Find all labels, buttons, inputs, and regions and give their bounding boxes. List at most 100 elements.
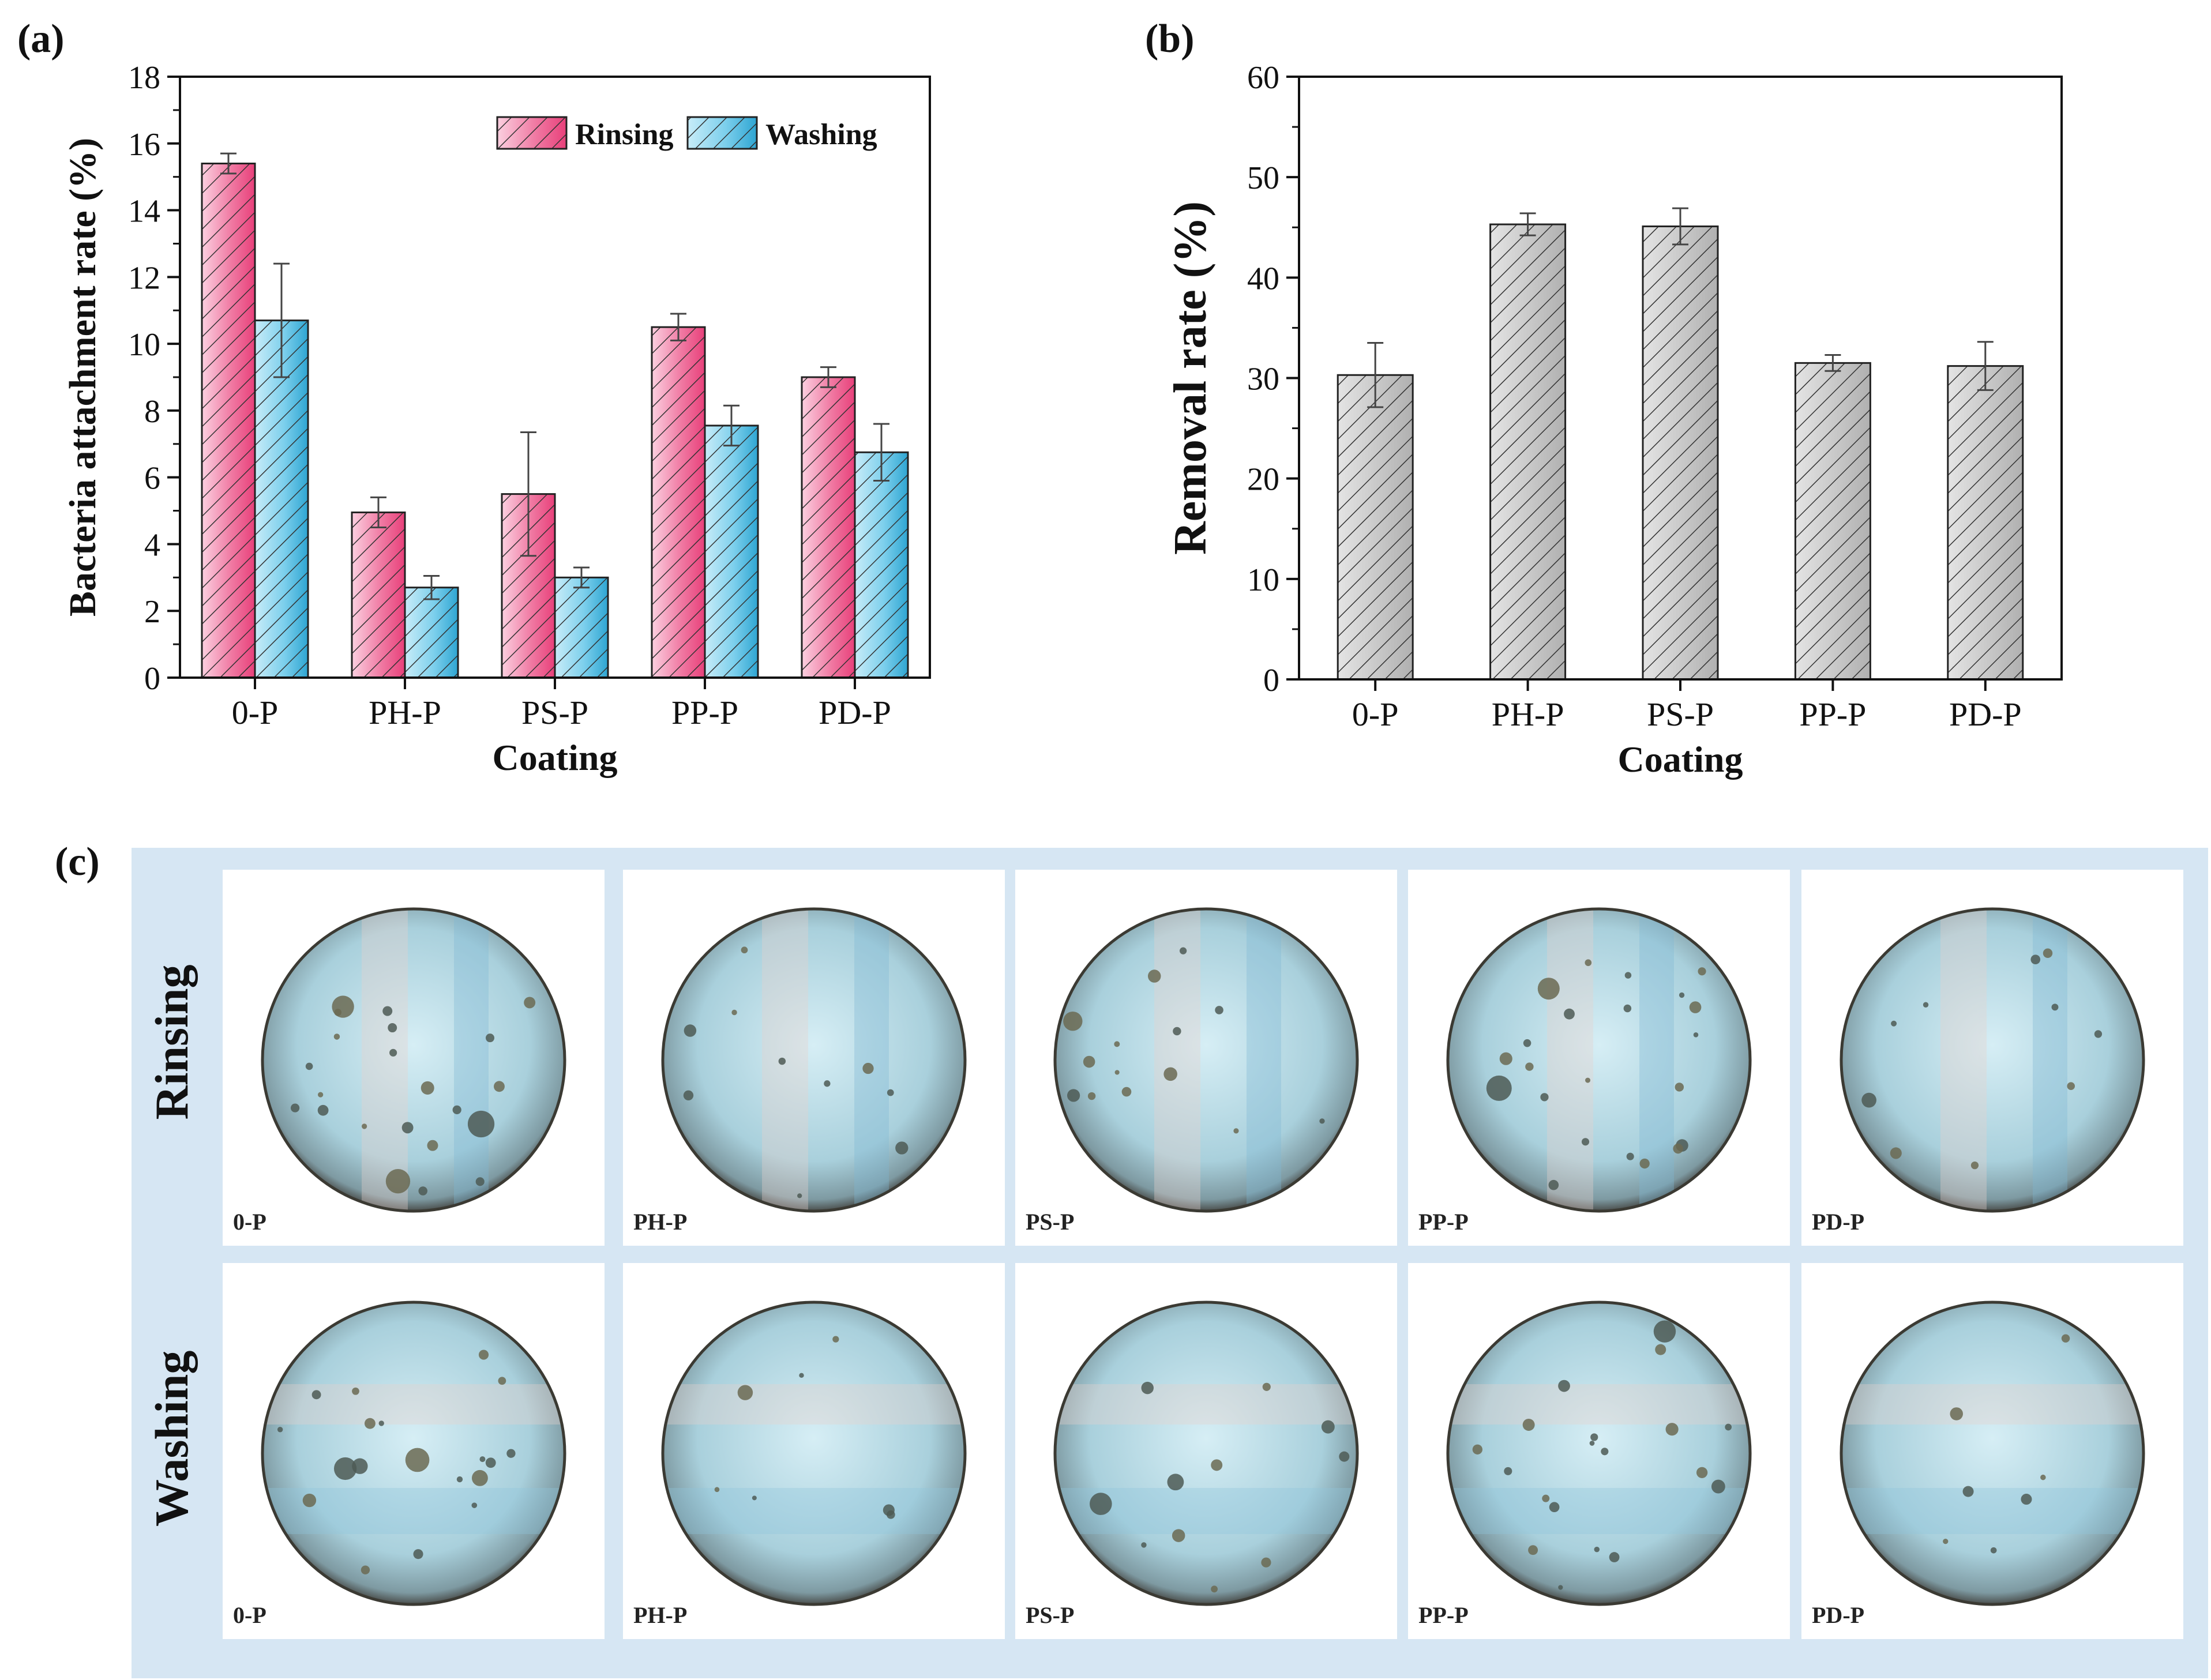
bacterial-colonies xyxy=(290,995,536,1196)
bar-a-rinsing-PD-P xyxy=(801,376,856,679)
errorbar-a-washing-PP-P xyxy=(723,404,739,447)
bacterial-colonies xyxy=(1486,959,1706,1190)
micrograph-sample-label: PS-P xyxy=(1026,1209,1075,1235)
bar-a-washing-PP-P xyxy=(704,424,759,679)
micrograph-rinsing-PS-P: PS-P xyxy=(1015,870,1397,1246)
bar-b-removal-PP-P xyxy=(1794,362,1871,681)
b-ytick-label: 0 xyxy=(1263,663,1279,698)
errorbar-a-rinsing-PP-P xyxy=(670,313,686,341)
petri-dish xyxy=(1840,907,2145,1213)
micrograph-sample-label: PD-P xyxy=(1812,1602,1865,1628)
a-ytick-label: 6 xyxy=(144,461,160,497)
micrograph-sample-label: PD-P xyxy=(1812,1209,1865,1235)
bar-b-removal-PS-P xyxy=(1642,225,1719,681)
b-ytick-label: 30 xyxy=(1247,362,1279,397)
legend-rinsing: Rinsing xyxy=(496,116,674,151)
b-ytick-label: 40 xyxy=(1247,261,1279,296)
a-xtick-label: PS-P xyxy=(521,694,588,731)
a-ytick-label: 18 xyxy=(128,60,160,96)
removal-rate-chart: 0 10 20 30 40 50 60 0-P PH-P PS-P PP-P PD-P Coating R… xyxy=(1165,60,2063,780)
micrograph-rinsing-PH-P: PH-P xyxy=(623,870,1005,1246)
a-ytick-label: 16 xyxy=(128,127,160,163)
a-xtick-label: 0-P xyxy=(232,694,279,731)
petri-dish xyxy=(661,907,967,1213)
micrograph-washing-PH-P: PH-P xyxy=(623,1263,1005,1639)
attachment-rate-chart: 0 2 4 6 8 10 12 14 16 18 0-P PH-P PS-P PP-P PD-P Coatin… xyxy=(62,60,931,778)
micrograph-washing-0-P: 0-P xyxy=(223,1263,605,1639)
bar-b-removal-0-P xyxy=(1337,374,1414,681)
errorbar-a-rinsing-0-P xyxy=(220,152,237,175)
bar-b-removal-PH-P xyxy=(1489,223,1567,681)
bacterial-colonies xyxy=(1861,948,2103,1170)
errorbar-a-washing-0-P xyxy=(273,262,290,378)
b-xtick-label: PD-P xyxy=(1949,696,2022,733)
micrograph-rinsing-0-P: 0-P xyxy=(223,870,605,1246)
bar-a-washing-PH-P xyxy=(404,587,459,679)
errorbar-a-washing-PH-P xyxy=(423,574,440,600)
errorbar-a-rinsing-PD-P xyxy=(820,366,836,388)
a-xtick-label: PP-P xyxy=(671,694,738,731)
errorbar-b-removal-0-P xyxy=(1367,342,1384,408)
a-xaxis-title: Coating xyxy=(493,737,618,778)
errorbar-b-removal-PH-P xyxy=(1519,212,1536,236)
panel-c-label: (c) xyxy=(55,840,100,884)
a-ytick-label: 12 xyxy=(128,260,160,296)
bacterial-colonies xyxy=(1472,1320,1732,1590)
a-xtick-label: PH-P xyxy=(369,694,441,731)
bar-a-washing-PS-P xyxy=(554,576,609,679)
petri-dish xyxy=(1053,907,1359,1213)
micrograph-sample-label: PH-P xyxy=(633,1209,688,1235)
errorbar-b-removal-PD-P xyxy=(1977,341,1994,391)
b-xtick-label: PS-P xyxy=(1647,696,1714,733)
row-label-washing: Washing xyxy=(145,1350,198,1527)
micrograph-sample-label: PS-P xyxy=(1026,1602,1075,1628)
b-xtick-label: 0-P xyxy=(1352,696,1399,733)
a-ytick-label: 2 xyxy=(144,594,160,630)
micrograph-washing-PD-P: PD-P xyxy=(1801,1263,2183,1639)
petri-dish xyxy=(261,907,566,1213)
bar-a-rinsing-PH-P xyxy=(351,511,406,679)
micrograph-rinsing-PD-P: PD-P xyxy=(1801,870,2183,1246)
micrograph-panel: Rinsing Washing 0-P PH-P PS-P PP-P PD-P 0-P PH… xyxy=(132,848,2208,1678)
b-yaxis-title: Removal rate (%) xyxy=(1165,201,1216,555)
errorbar-a-washing-PS-P xyxy=(573,566,590,589)
micrograph-sample-label: 0-P xyxy=(233,1209,266,1235)
micrograph-sample-label: PP-P xyxy=(1418,1602,1469,1628)
a-ytick-label: 4 xyxy=(144,527,160,563)
a-ytick-label: 10 xyxy=(128,327,160,363)
b-xtick-label: PH-P xyxy=(1492,696,1564,733)
micrograph-rinsing-PP-P: PP-P xyxy=(1408,870,1790,1246)
micrograph-sample-label: 0-P xyxy=(233,1602,266,1628)
panel-a-label: (a) xyxy=(17,17,65,61)
legend-washing: Washing xyxy=(686,116,877,151)
bacterial-colonies xyxy=(1943,1334,2070,1554)
errorbar-a-rinsing-PH-P xyxy=(370,496,386,528)
a-ytick-label: 0 xyxy=(144,661,160,697)
a-yaxis-title: Bacteria attachment rate (%) xyxy=(62,138,104,617)
b-ytick-label: 50 xyxy=(1247,160,1279,196)
errorbar-a-rinsing-PS-P xyxy=(520,431,536,557)
micrograph-sample-label: PH-P xyxy=(633,1602,688,1628)
a-xtick-label: PD-P xyxy=(819,694,891,731)
svg-text:Washing: Washing xyxy=(765,118,877,151)
b-xaxis-title: Coating xyxy=(1618,739,1743,780)
bacterial-colonies xyxy=(683,946,909,1198)
errorbar-b-removal-PS-P xyxy=(1672,207,1688,246)
petri-dish xyxy=(261,1301,566,1606)
petri-dish xyxy=(1446,907,1752,1213)
bacterial-colonies xyxy=(714,1336,895,1519)
bacterial-colonies xyxy=(1090,1381,1350,1593)
a-ytick-label: 14 xyxy=(128,194,160,230)
b-ytick-label: 60 xyxy=(1247,60,1279,96)
panel-b-label: (b) xyxy=(1145,17,1195,61)
petri-dish xyxy=(1053,1301,1359,1606)
bar-a-washing-PD-P xyxy=(854,451,909,679)
errorbar-b-removal-PP-P xyxy=(1825,354,1841,372)
bar-a-rinsing-PP-P xyxy=(651,326,706,679)
row-label-rinsing: Rinsing xyxy=(145,964,198,1120)
a-ytick-label: 8 xyxy=(144,394,160,430)
b-ytick-label: 10 xyxy=(1247,562,1279,598)
b-ytick-label: 20 xyxy=(1247,462,1279,498)
bar-a-washing-0-P xyxy=(254,320,309,679)
bacterial-colonies xyxy=(277,1350,516,1574)
